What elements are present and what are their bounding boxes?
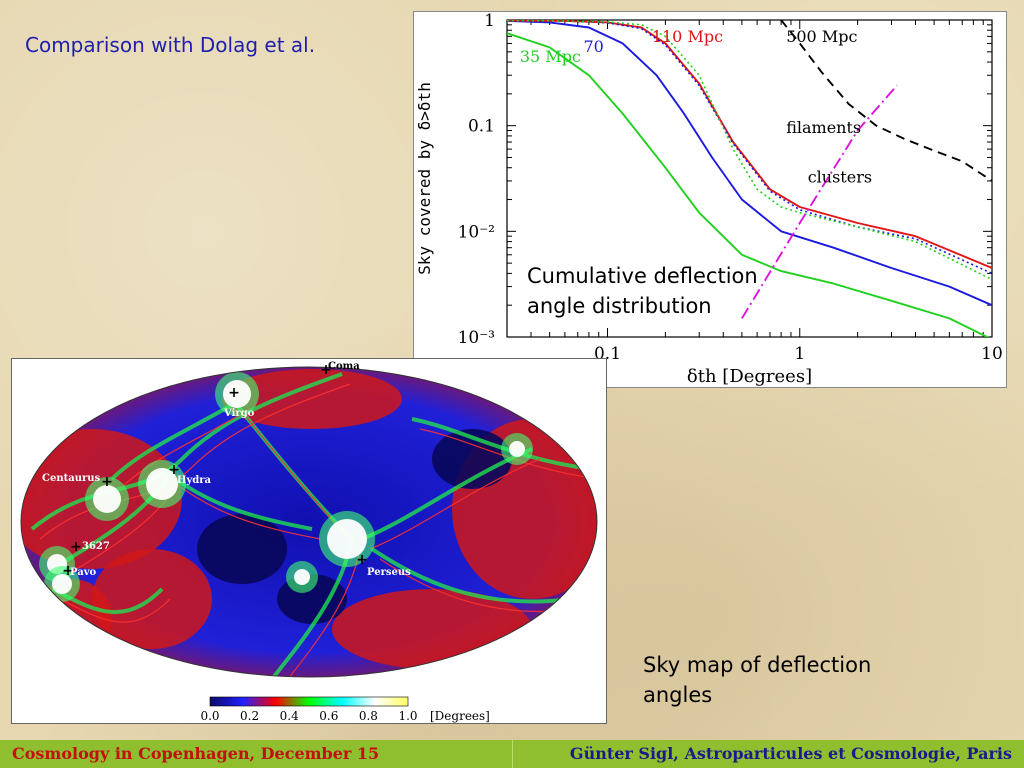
- x-tick-label: 10: [981, 344, 1003, 364]
- marker-perseus: +: [356, 552, 368, 568]
- series-line-500-mpc: [780, 20, 992, 182]
- deflection-chart: 0.1 1 10 1 0.1 10⁻² 10⁻³ δth [Degrees] Sky cover…: [413, 11, 1007, 388]
- marker-3627: +: [70, 539, 82, 555]
- colorbar-tick-label: 0.8: [359, 709, 378, 723]
- cluster-label-perseus: Perseus: [367, 567, 411, 578]
- colorbar: [209, 696, 409, 707]
- cluster-label-virgo: Virgo: [223, 408, 255, 419]
- cluster-label-hydra: Hydra: [177, 475, 212, 486]
- marker-hydra: +: [168, 462, 180, 478]
- colorbar-tick-label: 0.6: [319, 709, 338, 723]
- series-line-35-mpc: [507, 32, 990, 337]
- cluster-label-pavo: Pavo: [70, 567, 97, 578]
- chart-caption: Cumulative deflection angle distribution: [527, 261, 758, 321]
- colorbar-tick-label: 0.4: [280, 709, 299, 723]
- slide-title: Comparison with Dolag et al.: [25, 33, 316, 57]
- x-axis-label: δth [Degrees]: [687, 366, 812, 387]
- skymap-caption: Sky map of deflection angles: [643, 650, 871, 710]
- y-tick-label: 0.1: [468, 117, 495, 137]
- skymap-panel: + Coma + Virgo + Centaurus + Hydra +3627 + Pavo + Pe…: [11, 358, 607, 724]
- series-line-4: [507, 20, 992, 275]
- annotation-filaments: filaments: [786, 118, 861, 137]
- colorbar-unit-label: [Degrees]: [430, 709, 490, 723]
- skymap-caption-line1: Sky map of deflection: [643, 653, 872, 677]
- filament-1: [30, 372, 343, 531]
- annotation-70: 70: [584, 37, 604, 56]
- cluster-label-coma: Coma: [328, 361, 360, 372]
- cluster-label-3627: 3627: [82, 541, 110, 552]
- colorbar-tick-label: 0.2: [240, 709, 259, 723]
- annotation-clusters: clusters: [808, 167, 872, 186]
- colorbar-tick-label: 1.0: [398, 709, 417, 723]
- footer-right-text: Günter Sigl, Astroparticules et Cosmolog…: [569, 744, 1012, 763]
- colorbar-tick-label: 0.0: [200, 709, 219, 723]
- marker-coma: +: [320, 362, 332, 378]
- skymap-ellipse: [21, 367, 597, 677]
- y-axis-label: Sky covered by δ>δth: [415, 82, 434, 275]
- x-tick-label: 1: [794, 344, 805, 364]
- y-tick-label: 10⁻³: [458, 328, 495, 348]
- series-line-70: [507, 20, 992, 307]
- skymap-svg: +Coma+Virgo+Centaurus+Hydra+ 3627+Pavo+Pe…: [20, 361, 598, 723]
- filament-6: [370, 547, 573, 604]
- y-tick-label: 10⁻²: [458, 222, 495, 242]
- skymap-outline: [20, 366, 598, 678]
- series-line-5: [507, 20, 992, 281]
- chart-caption-line2: angle distribution: [527, 294, 712, 318]
- annotation-500-mpc: 500 Mpc: [786, 27, 857, 46]
- footer-divider: [512, 740, 513, 768]
- y-tick-label: 1: [484, 12, 495, 31]
- cluster-label-centaurus: Centaurus: [42, 473, 101, 484]
- marker-centaurus: +: [101, 474, 113, 490]
- series-line-110-mpc: [507, 20, 992, 269]
- marker-pavo: +: [62, 563, 74, 579]
- plot-frame: [506, 19, 993, 338]
- skymap-caption-line2: angles: [643, 683, 713, 707]
- marker-virgo: +: [228, 385, 240, 401]
- series-line-7: [741, 84, 898, 319]
- annotation-110-mpc: 110 Mpc: [652, 27, 723, 46]
- annotation-35-mpc: 35 Mpc: [520, 47, 581, 66]
- chart-caption-line1: Cumulative deflection: [527, 264, 758, 288]
- footer-left-text: Cosmology in Copenhagen, December 15: [12, 744, 380, 763]
- filament-9: [411, 417, 593, 471]
